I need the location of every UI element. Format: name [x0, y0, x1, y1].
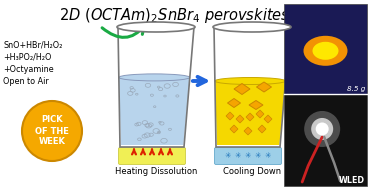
Ellipse shape — [213, 22, 291, 32]
Text: OF THE: OF THE — [35, 126, 69, 136]
Polygon shape — [249, 101, 263, 109]
Polygon shape — [215, 81, 286, 145]
Ellipse shape — [313, 42, 339, 60]
Text: ✳: ✳ — [225, 152, 231, 160]
Text: PICK: PICK — [41, 115, 63, 125]
Text: +H₃PO₂/H₂O: +H₃PO₂/H₂O — [3, 53, 51, 62]
FancyBboxPatch shape — [215, 147, 282, 164]
Polygon shape — [256, 82, 272, 92]
Text: ✳: ✳ — [255, 152, 261, 160]
Polygon shape — [230, 125, 238, 133]
Text: Heating Dissolution: Heating Dissolution — [115, 167, 197, 176]
Text: ✳: ✳ — [265, 152, 271, 160]
Text: +Octyamine: +Octyamine — [3, 65, 54, 74]
Text: SnO+HBr/H₂O₂: SnO+HBr/H₂O₂ — [3, 41, 63, 50]
Polygon shape — [228, 98, 240, 108]
FancyBboxPatch shape — [284, 4, 367, 94]
Polygon shape — [234, 84, 250, 94]
Text: Cooling Down: Cooling Down — [223, 167, 281, 176]
Polygon shape — [258, 125, 266, 133]
Polygon shape — [256, 110, 264, 118]
Text: 8.5 g: 8.5 g — [347, 86, 365, 92]
FancyBboxPatch shape — [284, 94, 367, 186]
Polygon shape — [244, 127, 252, 135]
Polygon shape — [226, 112, 234, 120]
FancyBboxPatch shape — [118, 147, 185, 164]
Circle shape — [22, 101, 82, 161]
Text: $\mathit{2D\ (OCTAm)_2SnBr_4\ perovskites}$: $\mathit{2D\ (OCTAm)_2SnBr_4\ perovskite… — [60, 6, 290, 25]
Ellipse shape — [119, 74, 190, 81]
Text: ✳: ✳ — [245, 152, 251, 160]
Ellipse shape — [316, 122, 329, 136]
Ellipse shape — [304, 111, 340, 147]
Polygon shape — [236, 115, 244, 123]
FancyArrowPatch shape — [102, 26, 144, 37]
Ellipse shape — [303, 36, 347, 66]
Text: WEEK: WEEK — [38, 138, 65, 146]
Polygon shape — [264, 115, 272, 123]
Text: WLED: WLED — [339, 176, 365, 185]
Text: Open to Air: Open to Air — [3, 77, 49, 86]
Ellipse shape — [311, 118, 333, 140]
Text: ✳: ✳ — [235, 152, 241, 160]
Polygon shape — [246, 113, 254, 121]
Polygon shape — [119, 77, 190, 145]
Ellipse shape — [117, 22, 195, 32]
Ellipse shape — [215, 77, 286, 84]
